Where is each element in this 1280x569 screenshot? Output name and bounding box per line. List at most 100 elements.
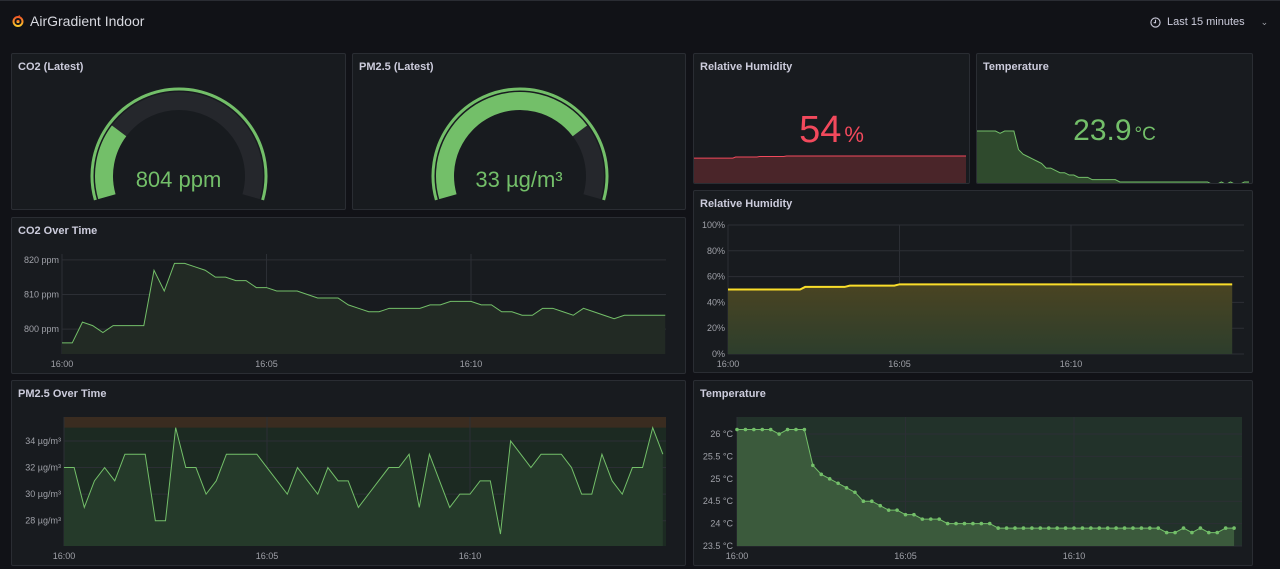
data-point <box>785 427 790 432</box>
gauge-threshold-ring <box>90 87 268 201</box>
data-point <box>971 521 975 526</box>
temperature-sparkline <box>977 130 1249 183</box>
data-point <box>1013 526 1017 530</box>
data-point <box>1131 526 1135 530</box>
temperature-stat-value: 23.9 °C <box>977 114 1252 148</box>
x-tick-label: 16:05 <box>894 551 917 561</box>
data-point <box>1139 526 1144 530</box>
time-range-picker[interactable]: Last 15 minutes ⌄ <box>1150 13 1268 31</box>
y-tick-label: 810 ppm <box>24 289 59 299</box>
data-point <box>928 517 933 521</box>
sparkline-line <box>694 155 966 159</box>
data-point <box>1181 526 1186 530</box>
data-point <box>1004 526 1009 530</box>
data-point <box>1046 526 1051 530</box>
data-point <box>1063 526 1068 530</box>
y-tick-label: 25 °C <box>710 474 733 484</box>
sparkline-area <box>694 155 966 183</box>
grafana-logo-icon <box>12 15 24 27</box>
panel-title[interactable]: PM2.5 Over Time <box>18 388 107 400</box>
panel-pm25-latest: PM2.5 (Latest) 33 µg/m³ <box>352 53 686 210</box>
data-point <box>1038 526 1043 530</box>
gauge-fill <box>95 125 127 200</box>
data-point <box>886 508 891 512</box>
series-area <box>64 427 663 546</box>
x-tick-label: 16:00 <box>53 551 76 561</box>
series-area <box>62 263 666 354</box>
panel-temperature-stat: Temperature 23.9 °C <box>976 53 1253 184</box>
x-tick-label: 16:05 <box>255 359 278 369</box>
data-point <box>802 427 807 432</box>
data-point <box>777 432 781 436</box>
humidity-chart[interactable]: 0% 20% 40% 60% 80% 100% 16:00 16:05 16:10 <box>694 191 1253 373</box>
data-point <box>987 521 992 526</box>
y-tick-label: 40% <box>707 297 725 307</box>
y-tick-label: 34 µg/m³ <box>25 436 61 446</box>
sparkline-area <box>977 131 1249 183</box>
panel-title[interactable]: CO2 (Latest) <box>18 61 84 73</box>
stat-number: 23.9 <box>1073 114 1132 147</box>
panel-title[interactable]: CO2 Over Time <box>18 225 98 237</box>
y-tick-label: 820 ppm <box>24 255 59 265</box>
data-point <box>811 463 815 468</box>
data-point <box>1207 530 1211 535</box>
data-point <box>870 499 874 504</box>
data-point <box>962 521 967 526</box>
data-point <box>878 503 883 508</box>
y-tick-label: 23.5 °C <box>703 541 734 551</box>
co2-chart[interactable]: 800 ppm 810 ppm 820 ppm 16:00 16:05 16:10 <box>12 218 686 374</box>
x-tick-label: 16:05 <box>256 551 279 561</box>
gauge-threshold-ring <box>431 87 609 201</box>
panel-title[interactable]: PM2.5 (Latest) <box>359 61 434 73</box>
panel-title[interactable]: Relative Humidity <box>700 61 793 73</box>
data-point <box>861 499 866 504</box>
data-point <box>945 521 950 526</box>
data-point <box>1105 526 1110 530</box>
panel-title[interactable]: Temperature <box>983 61 1049 73</box>
series-area <box>737 429 1235 546</box>
data-point <box>895 508 899 512</box>
clock-icon <box>1150 16 1161 28</box>
data-point <box>735 427 739 432</box>
panel-humidity-chart: 0% 20% 40% 60% 80% 100% 16:00 16:05 16:10 Relati… <box>693 190 1253 373</box>
data-point <box>1148 526 1152 530</box>
sparkline-line <box>977 130 1249 183</box>
co2-gauge-value: 804 ppm <box>135 167 222 192</box>
data-point <box>1215 530 1220 535</box>
x-tick-label: 16:10 <box>1063 551 1086 561</box>
y-tick-label: 0% <box>712 349 725 359</box>
stat-unit: % <box>844 122 864 147</box>
data-point <box>1114 526 1118 530</box>
stat-number: 54 <box>799 109 842 151</box>
data-point <box>827 477 832 481</box>
humidity-sparkline <box>694 155 966 183</box>
panel-pm25-over-time: 28 µg/m³ 30 µg/m³ 32 µg/m³ 34 µg/m³ 16:00 16:… <box>11 380 686 566</box>
x-tick-label: 16:10 <box>460 359 483 369</box>
top-border <box>0 0 1280 1</box>
x-tick-label: 16:00 <box>717 359 740 369</box>
y-tick-label: 32 µg/m³ <box>25 463 61 473</box>
panel-co2-over-time: 800 ppm 810 ppm 820 ppm 16:00 16:05 16:10 CO2… <box>11 217 686 374</box>
dashboard-title[interactable]: AirGradient Indoor <box>30 13 145 29</box>
pm25-gauge <box>431 87 609 201</box>
data-point <box>1190 530 1194 535</box>
y-tick-label: 20% <box>707 323 725 333</box>
y-tick-label: 100% <box>702 220 725 230</box>
pm25-chart[interactable]: 28 µg/m³ 30 µg/m³ 32 µg/m³ 34 µg/m³ 16:00 16:… <box>12 381 686 566</box>
data-point <box>1097 526 1102 530</box>
panel-title[interactable]: Relative Humidity <box>700 198 793 210</box>
data-point <box>794 427 798 432</box>
data-point <box>937 517 941 521</box>
panel-title[interactable]: Temperature <box>700 388 766 400</box>
pm25-gauge-value: 33 µg/m³ <box>475 167 563 192</box>
data-point <box>743 427 748 432</box>
data-point <box>844 485 849 490</box>
temperature-chart[interactable]: 23.5 °C 24 °C 24.5 °C 25 °C 25.5 °C 26 °C 16:0… <box>694 381 1253 566</box>
data-point <box>819 472 824 477</box>
series-area <box>728 284 1233 354</box>
co2-gauge <box>90 87 268 201</box>
data-point <box>954 521 958 526</box>
data-point <box>1198 526 1203 530</box>
x-tick-label: 16:10 <box>459 551 482 561</box>
data-point <box>920 517 925 521</box>
